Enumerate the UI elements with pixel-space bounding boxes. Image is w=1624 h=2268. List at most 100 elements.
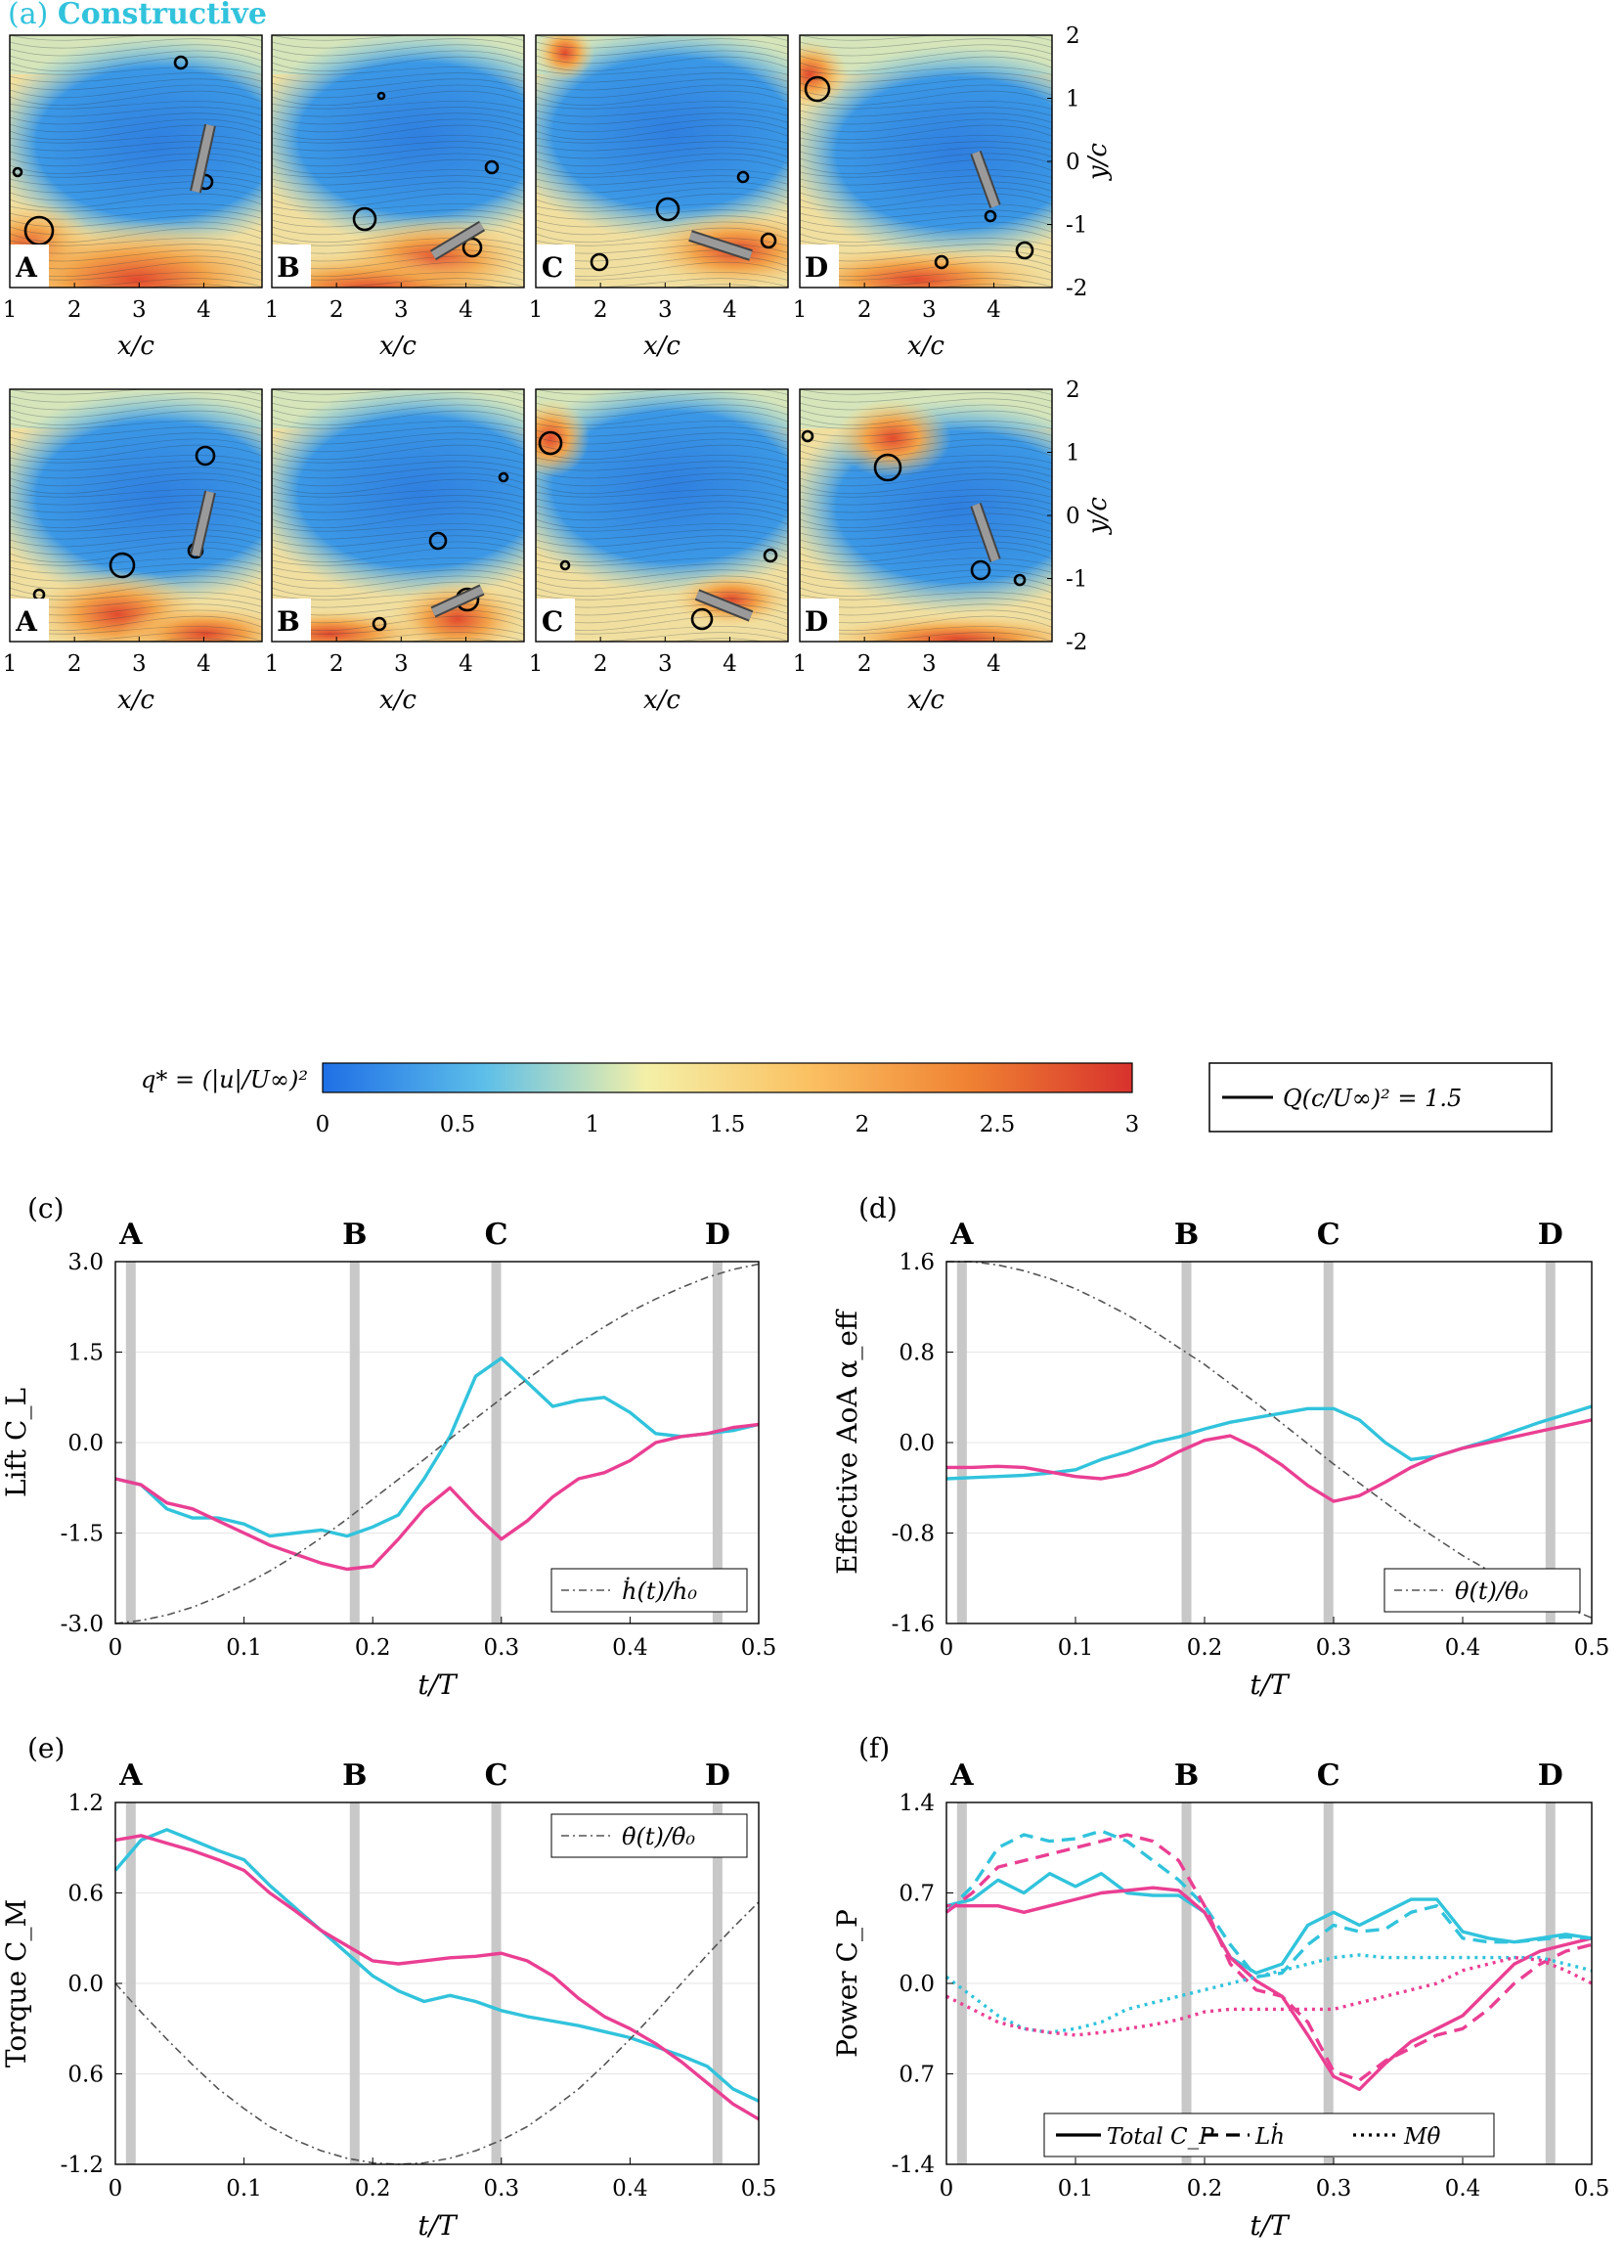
streamline (10, 101, 262, 110)
x-tick-label: 2 (329, 651, 344, 677)
high-speed-region (800, 245, 1052, 288)
streamline (536, 389, 788, 395)
colorbar-label: q* = (|u|/U∞)² (141, 1066, 308, 1094)
streamline (10, 575, 262, 590)
streamline (536, 90, 788, 107)
y-tick-label: 1 (1066, 441, 1080, 467)
y-tick-label: -1.6 (892, 1612, 935, 1637)
streamline (800, 0, 1054, 7)
panel-tag: C (542, 605, 563, 638)
vortex-contour (559, 559, 571, 571)
time-marker (712, 1262, 723, 1623)
y-tick-label: 2 (1066, 23, 1080, 49)
vortex-contour (376, 91, 386, 101)
x-tick-label: 0.5 (741, 1635, 777, 1661)
streamline (536, 444, 788, 461)
streamline (800, 193, 1052, 209)
streamline (272, 78, 524, 91)
streamline (536, 38, 788, 49)
streamline (272, 563, 524, 574)
y-tick-label: 0 (1066, 150, 1080, 175)
streamline (536, 501, 788, 513)
streamline (10, 535, 262, 548)
section-header: (a) Constructive (8, 0, 267, 31)
streamline (536, 169, 788, 178)
streamline (272, 0, 526, 7)
streamline (272, 141, 524, 152)
streamline (800, 107, 1052, 117)
streamline (10, 461, 262, 471)
x-axis-label: t/T (1250, 1668, 1291, 1701)
streamline (10, 507, 262, 521)
x-tick-label: 0.5 (1574, 2176, 1610, 2201)
x-axis-label: t/T (1250, 2209, 1291, 2242)
streamline (536, 380, 790, 388)
flow-field (536, 8, 790, 288)
low-speed-region (536, 389, 788, 595)
streamline (272, 124, 524, 141)
section-tag: (a) (8, 0, 58, 31)
streamline (800, 404, 1052, 419)
x-axis-label: t/T (417, 1668, 459, 1701)
streamline (272, 398, 524, 411)
streamline (272, 569, 524, 582)
streamline (10, 421, 262, 429)
time-marker-label: A (949, 1218, 974, 1252)
streamline (10, 44, 262, 57)
streamline (10, 369, 264, 375)
streamline (800, 118, 1052, 133)
streamline (272, 426, 524, 437)
streamline (536, 15, 790, 21)
streamline (272, 362, 526, 368)
streamline (800, 389, 1052, 395)
streamline (272, 547, 524, 563)
series-line-2 (114, 1263, 760, 1624)
panel-tag: (d) (858, 1192, 898, 1224)
x-tick-label: 1 (3, 651, 18, 677)
series-line-1 (114, 1834, 760, 2121)
time-marker (125, 1802, 136, 2164)
vortex-contour (655, 197, 680, 222)
streamline (272, 404, 524, 419)
streamline (800, 421, 1052, 429)
time-marker-label: B (342, 1758, 367, 1793)
streamline (10, 375, 264, 381)
streamline (536, 187, 788, 201)
streamline (536, 455, 788, 464)
x-axis-label: x/c (379, 686, 417, 715)
colorbar-tick-label: 3 (1125, 1112, 1140, 1137)
legend-label: θ̇(t)/θ̇₀ (622, 1823, 695, 1850)
time-marker (1323, 1262, 1334, 1623)
x-axis-label: x/c (907, 332, 944, 361)
streamline (272, 501, 524, 513)
streamline (10, 187, 262, 201)
flow-panel-a-D: D 1 2 3 4 x/c 2 1 0 -1 -2 y/c (793, 0, 1113, 361)
x-tick-label: 3 (394, 651, 409, 677)
x-tick-label: 2 (857, 297, 872, 323)
y-tick-label: 0.7 (899, 1882, 935, 1907)
x-tick-label: 0.5 (1574, 1635, 1610, 1661)
streamline (800, 535, 1052, 548)
streamline (10, 467, 262, 479)
streamline (10, 523, 262, 532)
streamline (536, 227, 788, 244)
y-tick-label: 0.0 (899, 1972, 935, 1997)
streamline (536, 8, 790, 14)
vortex-contour (428, 531, 448, 551)
vortex-contour (352, 206, 377, 232)
y-tick-label: -1.2 (61, 2153, 104, 2178)
streamline (10, 38, 262, 49)
streamline (272, 467, 524, 479)
y-tick-label: -2 (1066, 630, 1087, 655)
flow-panel-a-B: B 1 2 3 4 x/c (265, 0, 526, 361)
streamline (800, 375, 1054, 381)
high-speed-region (10, 221, 262, 288)
streamline (800, 8, 1054, 14)
panel-tag-box (10, 245, 49, 288)
streamline (536, 375, 790, 381)
streamline (272, 107, 524, 117)
streamline (536, 541, 788, 556)
y-tick-label: 1.4 (899, 1791, 935, 1816)
streamline (536, 404, 788, 419)
